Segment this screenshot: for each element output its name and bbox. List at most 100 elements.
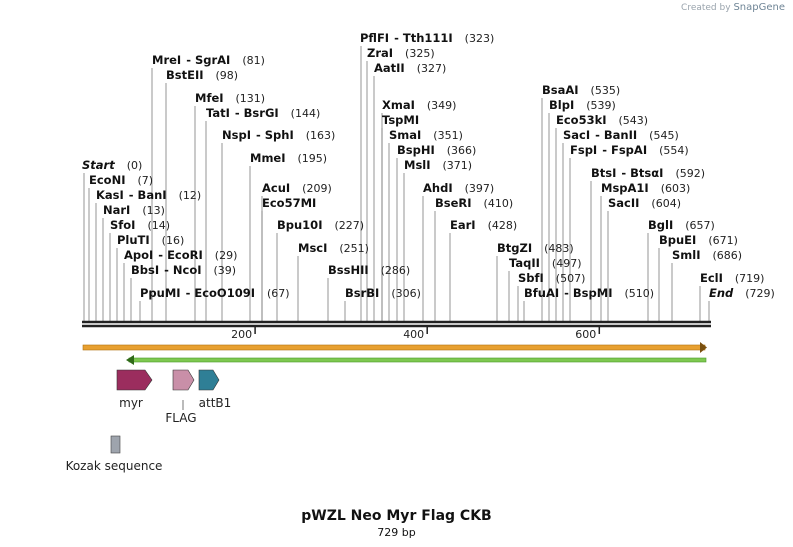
enzyme-label-sacii: SacII [608,196,639,210]
enzyme-position-msci: (251) [339,242,369,255]
enzyme-label-bsaai: BsaAI [542,83,579,97]
enzyme-position-bsphi: (366) [447,144,477,157]
enzyme-label-mrei: MreI [152,53,181,67]
enzyme-position-btgzi: (483) [544,242,574,255]
enzyme-partner-btsi: - BtsαI [621,166,663,180]
snapgene-logo: SnapGene [733,2,785,13]
enzyme-partner-bfuai: - BspMI [564,286,612,300]
ruler-tick-label-400: 400 [403,328,424,341]
credit-prefix: Created by [681,3,731,13]
enzyme-partner-bbsi: - NcoI [164,263,201,277]
green-feature-bar [128,357,707,363]
enzyme-position-zrai: (325) [405,47,435,60]
enzyme-position-bsshii: (286) [381,264,411,277]
enzyme-position-bsaai: (535) [591,84,621,97]
enzyme-label-end: End [709,286,734,300]
enzyme-label-fspi: FspI [570,143,597,157]
enzyme-label-mfei: MfeI [195,91,224,105]
enzyme-position-sacii: (604) [651,197,681,210]
enzyme-position-nspi: (163) [306,129,336,142]
enzyme-label-econi: EcoNI [89,173,125,187]
enzyme-position-sbfi: (507) [556,272,586,285]
snapgene-credit: Created by SnapGene [681,2,785,13]
map-length: 729 bp [377,526,416,539]
enzyme-position-bfuai: (510) [624,287,654,300]
enzyme-label-kasi: KasI [96,188,124,202]
enzyme-position-acui: (209) [302,182,332,195]
ruler-tick-label-600: 600 [575,328,596,341]
enzyme-label-taqii: TaqII [509,256,540,270]
enzyme-partner-tati: - BsrGI [235,106,279,120]
enzyme-position-tati: (144) [291,107,321,120]
enzyme-position-nari: (13) [142,204,165,217]
enzyme-position-apoi: (29) [215,249,238,262]
enzyme-label-bpuei: BpuEI [659,233,696,247]
enzyme-label-bsphi: BspHI [397,143,435,157]
enzyme-position-mmei: (195) [298,152,328,165]
map-title: pWZL Neo Myr Flag CKB [301,508,492,524]
enzyme-leader-lines [83,46,710,321]
enzyme-position-sfoi: (14) [147,219,170,232]
feature-label-attb1: attB1 [199,396,232,410]
enzyme-label-pflfi: PflFI [360,31,389,45]
enzyme-label-bsrbi: BsrBI [345,286,379,300]
enzyme-label-ppumi: PpuMI [140,286,181,300]
orange-bar-arrow-icon [700,342,707,353]
enzyme-label-smai: SmaI [389,128,421,142]
enzyme-label-btsi: BtsI [591,166,616,180]
enzyme-label-eco57mi: Eco57MI [262,196,316,210]
enzyme-position-bgli: (657) [685,219,715,232]
enzyme-position-ahdi: (397) [465,182,495,195]
enzyme-label-btgzi: BtgZI [497,241,532,255]
enzyme-partner-nspi: - SphI [256,128,294,142]
enzyme-position-msli: (371) [443,159,473,172]
enzyme-position-xmai: (349) [427,99,457,112]
enzyme-label-tati: TatI [206,106,230,120]
enzyme-partner-fspi: - FspAI [602,143,647,157]
enzyme-label-eari: EarI [450,218,476,232]
ruler-tick-label-200: 200 [231,328,252,341]
orange-feature-bar [82,344,706,351]
enzyme-position-bpuei: (671) [708,234,738,247]
enzyme-position-btsi: (592) [675,167,705,180]
enzyme-position-bsteii: (98) [216,69,239,82]
enzyme-position-pluti: (16) [162,234,185,247]
enzyme-label-acui: AcuI [262,181,290,195]
enzyme-position-ppumi: (67) [267,287,290,300]
enzyme-label-mspa1i: MspA1I [601,181,649,195]
enzyme-label-ecli: EclI [700,271,723,285]
feature-myr [116,369,153,391]
enzyme-label-bfuai: BfuAI [524,286,559,300]
enzyme-labels: PflFI - Tth111I (323) ZraI (325)AatII (327) Mr… [82,31,775,300]
enzyme-position-econi: (7) [137,174,153,187]
enzyme-label-pluti: PluTI [117,233,150,247]
feature-label-myr: myr [119,396,143,410]
enzyme-label-bseri: BseRI [435,196,472,210]
enzyme-label-bpu10i: Bpu10I [277,218,322,232]
enzyme-position-start: (0) [127,159,143,172]
green-bar-arrow-icon [126,355,134,365]
enzyme-position-smli: (686) [712,249,742,262]
enzyme-label-smli: SmlI [672,248,701,262]
enzyme-label-msli: MslI [404,158,431,172]
enzyme-position-mrei: (81) [242,54,265,67]
enzyme-position-aatii: (327) [417,62,447,75]
enzyme-position-mfei: (131) [236,92,266,105]
feature-flag [172,369,195,391]
enzyme-position-taqii: (497) [552,257,582,270]
feature-label-kozak-sequence: Kozak sequence [66,459,163,473]
enzyme-position-fspi: (554) [659,144,689,157]
enzyme-label-bsshii: BssHII [328,263,369,277]
enzyme-label-aatii: AatII [374,61,405,75]
enzyme-position-bpu10i: (227) [334,219,364,232]
enzyme-position-saci: (545) [649,129,679,142]
feature-label-flag: FLAG [165,411,196,425]
enzyme-label-msci: MscI [298,241,327,255]
enzyme-label-nspi: NspI [222,128,251,142]
enzyme-position-smai: (351) [433,129,463,142]
enzyme-partner-mrei: - SgrAI [186,53,230,67]
enzyme-label-eco53ki: Eco53kI [556,113,607,127]
enzyme-partner-ppumi: - EcoO109I [186,286,255,300]
enzyme-position-ecli: (719) [735,272,765,285]
enzyme-position-blpi: (539) [586,99,616,112]
